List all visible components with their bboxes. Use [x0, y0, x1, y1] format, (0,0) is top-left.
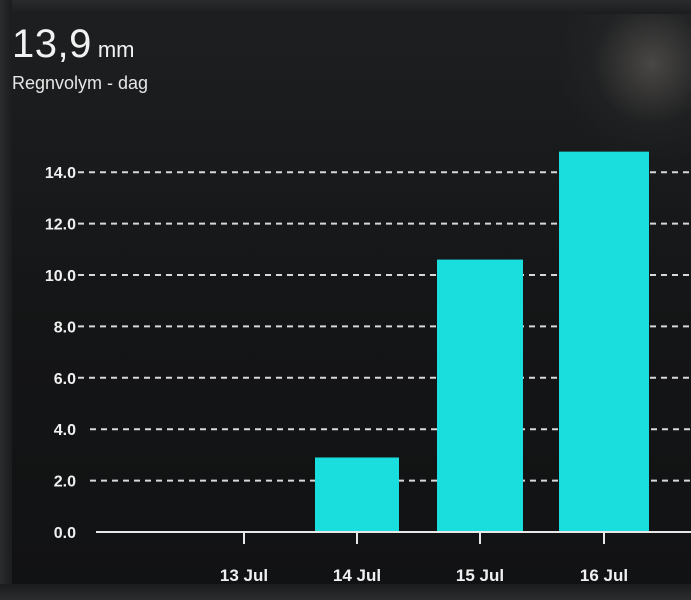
y-tick-label: 10.0: [45, 268, 76, 285]
sensor-name: Regnvolym - dag: [12, 73, 149, 93]
y-tick-label: 12.0: [45, 217, 76, 234]
y-tick-label: 14.0: [45, 165, 76, 182]
y-tick-label: 4.0: [54, 422, 76, 439]
bar-14-jul[interactable]: [315, 457, 399, 532]
y-tick-label: 8.0: [54, 319, 76, 336]
y-tick-label: 2.0: [54, 474, 76, 491]
bars: [315, 151, 649, 532]
y-tick-label: 0.0: [54, 525, 76, 542]
bar-16-jul[interactable]: [559, 151, 649, 532]
sensor-header[interactable]: 13,9 mm Regnvolym - dag: [12, 22, 148, 94]
x-tick-label: 13 Jul: [220, 566, 268, 585]
glare-reflection: [560, 0, 691, 160]
x-tick-label: 16 Jul: [580, 566, 628, 585]
bezel-bottom: [0, 584, 691, 600]
bezel-left: [0, 0, 12, 600]
x-tick-label: 14 Jul: [333, 566, 381, 585]
bar-15-jul[interactable]: [437, 259, 523, 532]
x-tick-label: 15 Jul: [456, 566, 504, 585]
x-axis: 13 Jul 14 Jul 15 Jul 16 Jul: [96, 531, 691, 585]
sensor-value: 13,9: [12, 22, 92, 66]
sensor-unit: mm: [97, 37, 135, 62]
value-row: 13,9 mm: [12, 22, 148, 67]
y-tick-label: 6.0: [54, 371, 76, 388]
bezel-top: [0, 0, 691, 14]
y-axis-ticks: 0.0 2.0 4.0 6.0 8.0 10.0 12.0 14.0: [45, 165, 76, 542]
